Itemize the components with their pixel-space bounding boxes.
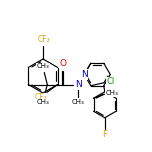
Text: CH₃: CH₃	[72, 100, 85, 105]
Text: CH₃: CH₃	[37, 64, 50, 69]
Text: O: O	[60, 59, 67, 68]
Text: Cl: Cl	[107, 77, 115, 86]
Text: CF₃: CF₃	[38, 36, 50, 45]
Text: CH₃: CH₃	[37, 100, 50, 105]
Text: F: F	[102, 130, 107, 139]
Text: N: N	[81, 70, 88, 79]
Text: CH₃: CH₃	[105, 90, 118, 96]
Text: CF₃: CF₃	[34, 93, 47, 102]
Text: N: N	[75, 80, 82, 89]
